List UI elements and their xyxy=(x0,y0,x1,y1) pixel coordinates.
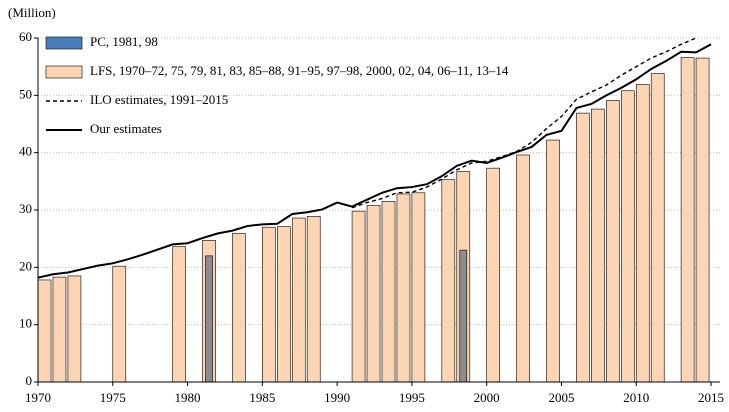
line xyxy=(38,43,712,279)
x-tick-label: 1970 xyxy=(25,390,51,405)
x-tick-label: 2010 xyxy=(623,390,649,405)
legend-swatch xyxy=(45,65,83,79)
y-axis-label: (Million) xyxy=(8,5,56,20)
bar xyxy=(351,210,366,382)
bar xyxy=(680,57,695,382)
bar xyxy=(172,246,186,382)
bar xyxy=(591,108,605,382)
bar xyxy=(306,216,321,382)
x-tick-label: 2015 xyxy=(698,390,724,405)
bar xyxy=(232,233,246,382)
bar xyxy=(459,249,468,382)
y-tick-label: 0 xyxy=(26,373,33,388)
bar xyxy=(205,255,213,382)
bar xyxy=(262,226,276,382)
bar xyxy=(366,205,381,382)
bar xyxy=(38,279,52,382)
y-tick-label: 30 xyxy=(19,201,32,216)
bar xyxy=(112,265,127,382)
y-tick-label: 10 xyxy=(19,316,32,331)
bar xyxy=(381,201,396,382)
y-tick-label: 20 xyxy=(19,258,32,273)
bar xyxy=(441,179,456,382)
x-tick-label: 1985 xyxy=(249,390,275,405)
x-tick-label: 2000 xyxy=(474,390,500,405)
y-tick-label: 40 xyxy=(19,144,32,159)
bar xyxy=(546,139,560,382)
bar xyxy=(291,217,306,382)
bar xyxy=(650,73,665,382)
x-tick-label: 1975 xyxy=(100,390,126,405)
y-tick-label: 60 xyxy=(19,29,32,44)
legend-swatch xyxy=(45,36,83,50)
plot-area xyxy=(38,38,712,382)
y-tick-label: 50 xyxy=(19,86,32,101)
bar xyxy=(67,275,82,382)
legend-label: Our estimates xyxy=(90,121,162,136)
x-tick-label: 1980 xyxy=(175,390,201,405)
bar xyxy=(635,84,650,382)
x-tick-label: 1990 xyxy=(324,390,350,405)
legend-label: PC, 1981, 98 xyxy=(90,34,158,49)
bar xyxy=(620,90,635,382)
bar xyxy=(276,226,291,382)
x-tick-label: 2005 xyxy=(548,390,574,405)
bar xyxy=(606,100,620,382)
bar xyxy=(411,192,426,382)
bar xyxy=(576,112,590,382)
bar xyxy=(52,276,67,382)
bar xyxy=(486,167,500,382)
bar xyxy=(396,193,411,382)
x-tick-label: 1995 xyxy=(399,390,425,405)
bar xyxy=(695,57,710,382)
legend-label: ILO estimates, 1991–2015 xyxy=(90,92,228,107)
bar xyxy=(516,154,530,382)
legend-label: LFS, 1970–72, 75, 79, 81, 83, 85–88, 91–… xyxy=(90,63,509,78)
